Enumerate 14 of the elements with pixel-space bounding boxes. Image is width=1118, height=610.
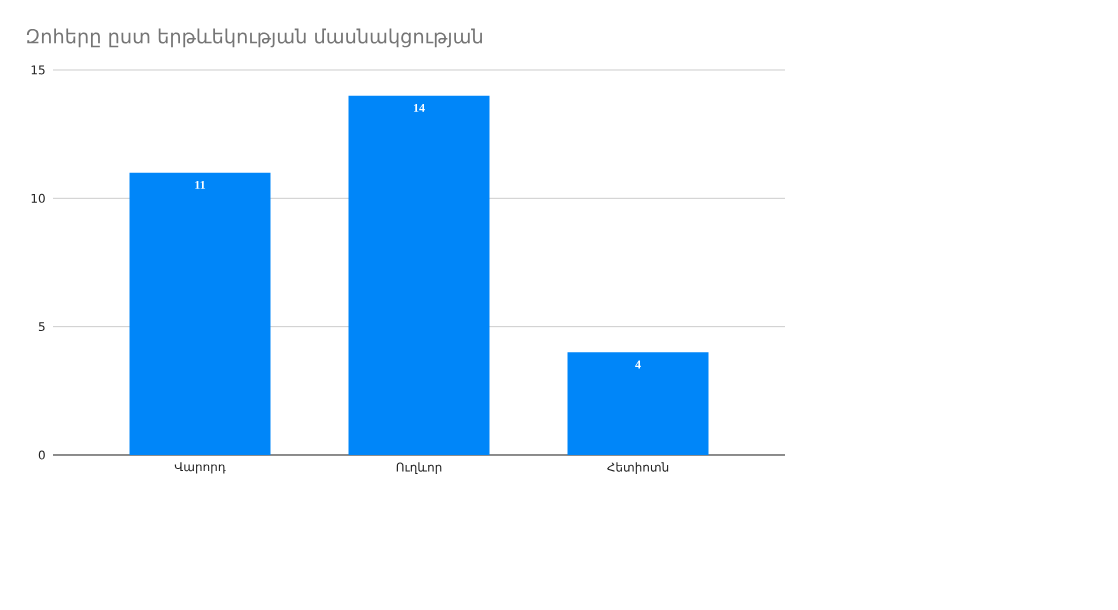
data-label: 14 xyxy=(413,103,425,112)
chart-title: Զոհերը ըստ երթևեկության մասնակցության xyxy=(26,28,482,48)
x-tick-label: Հետիոտն xyxy=(607,462,669,474)
data-label: 11 xyxy=(195,180,206,189)
x-tick-label: Ուղևոր xyxy=(396,462,442,474)
bar xyxy=(348,95,490,455)
y-tick-label: 0 xyxy=(38,450,45,460)
y-tick-label: 15 xyxy=(31,65,45,75)
y-tick-label: 5 xyxy=(38,322,45,332)
bar xyxy=(129,172,271,455)
data-label: 4 xyxy=(635,360,641,369)
bar xyxy=(567,352,709,455)
x-tick-label: Վարորդ xyxy=(174,462,226,474)
y-tick-label: 10 xyxy=(31,193,45,203)
